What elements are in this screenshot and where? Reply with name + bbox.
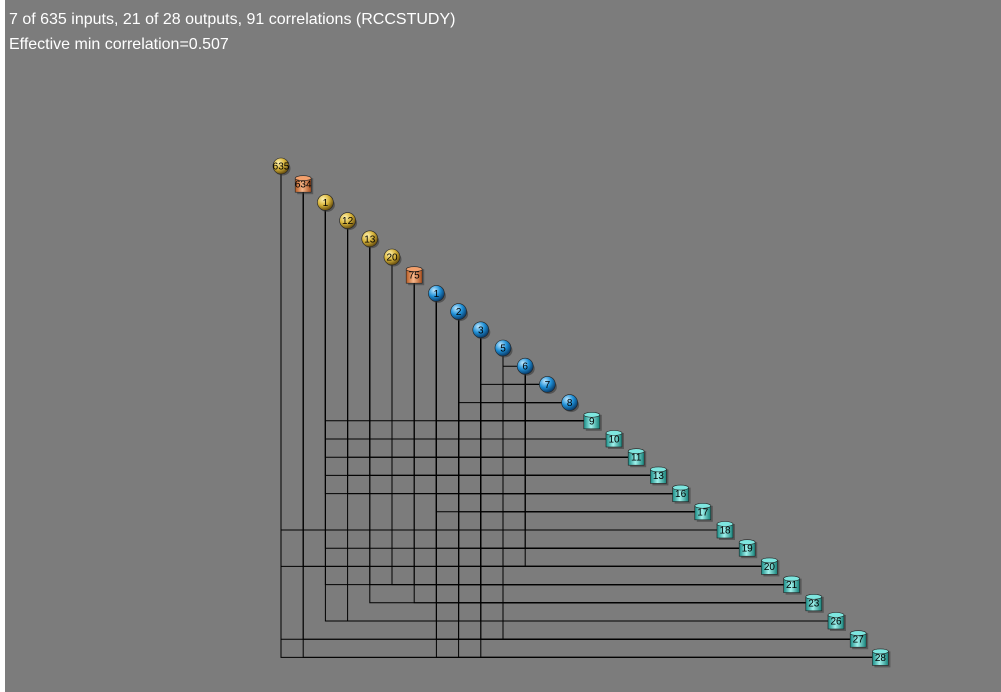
node-label: 10 [608, 435, 620, 446]
output-node-23[interactable]: 23 [805, 593, 824, 613]
input-node-13[interactable]: 13 [361, 230, 380, 249]
variable-nodes: 6356341121320751235678910111316171819202… [272, 157, 891, 668]
cylinder-top [783, 575, 800, 582]
input-node-635[interactable]: 635 [272, 157, 291, 176]
node-label: 5 [500, 344, 506, 355]
correlation-link [502, 348, 570, 404]
node-label: 26 [830, 617, 842, 628]
output-node-16[interactable]: 16 [672, 484, 691, 504]
input-node-75[interactable]: 75 [405, 266, 425, 286]
cylinder-top [805, 593, 823, 600]
output-node-5[interactable]: 5 [494, 339, 513, 358]
summary-line: 7 of 635 inputs, 21 of 28 outputs, 91 co… [9, 11, 456, 28]
sphere-icon [561, 394, 578, 411]
cylinder-top [605, 430, 623, 436]
output-node-28[interactable]: 28 [872, 648, 891, 668]
cylinder-top [716, 521, 734, 527]
input-node-1[interactable]: 1 [317, 194, 335, 212]
node-label: 1 [323, 198, 329, 209]
cylinder-top [872, 648, 889, 655]
sphere-icon [472, 321, 490, 339]
sphere-icon [361, 230, 379, 248]
sphere-icon [539, 376, 556, 393]
cylinder-top [583, 411, 601, 418]
cylinder-top [650, 466, 667, 473]
output-node-13[interactable]: 13 [650, 466, 669, 486]
correlation-link [524, 366, 592, 422]
sphere-icon [494, 339, 512, 357]
node-label: 6 [522, 362, 528, 373]
cylinder-top [672, 484, 689, 491]
output-node-11[interactable]: 11 [627, 448, 647, 468]
output-node-2[interactable]: 2 [450, 303, 469, 322]
correlation-link [324, 202, 836, 622]
node-label: 13 [364, 234, 376, 245]
output-node-20[interactable]: 20 [761, 557, 780, 577]
node-label: 23 [808, 598, 820, 609]
output-node-8[interactable]: 8 [561, 394, 580, 413]
sphere-icon [516, 357, 534, 375]
output-node-21[interactable]: 21 [783, 575, 802, 595]
sphere-icon [339, 212, 356, 229]
output-node-1[interactable]: 1 [428, 285, 446, 303]
correlation-link [480, 329, 548, 385]
output-node-3[interactable]: 3 [472, 321, 491, 340]
output-node-17[interactable]: 17 [694, 502, 713, 522]
node-label: 635 [273, 162, 290, 173]
node-label: 1 [434, 289, 440, 300]
node-label: 20 [386, 253, 398, 264]
output-node-26[interactable]: 26 [827, 612, 846, 632]
sphere-icon [428, 285, 445, 302]
sphere-icon [450, 303, 467, 320]
output-node-6[interactable]: 6 [516, 357, 535, 376]
node-label: 75 [409, 271, 421, 282]
cylinder-top [827, 612, 845, 618]
sphere-icon [272, 157, 290, 175]
output-node-10[interactable]: 10 [605, 430, 624, 450]
correlation-link [480, 329, 881, 658]
cylinder-top [761, 557, 778, 564]
node-label: 634 [295, 180, 312, 191]
cylinder-top [694, 502, 712, 509]
output-node-18[interactable]: 18 [716, 521, 735, 541]
sphere-icon [383, 248, 401, 266]
output-node-7[interactable]: 7 [539, 376, 557, 394]
node-label: 11 [631, 453, 642, 464]
cylinder-top [849, 630, 867, 637]
node-label: 20 [764, 562, 776, 573]
node-label: 28 [875, 653, 887, 664]
node-label: 16 [675, 489, 687, 500]
node-label: 2 [456, 307, 462, 318]
cylinder-top [294, 175, 312, 181]
node-label: 7 [545, 380, 551, 391]
cylinder-top [627, 448, 645, 455]
cylinder-top [738, 539, 756, 546]
input-node-12[interactable]: 12 [339, 212, 358, 231]
input-node-634[interactable]: 634 [294, 175, 314, 195]
input-node-20[interactable]: 20 [383, 248, 402, 267]
sphere-icon [317, 194, 334, 211]
node-label: 8 [567, 398, 573, 409]
node-label: 9 [589, 416, 595, 427]
node-label: 3 [478, 325, 484, 336]
output-node-27[interactable]: 27 [849, 630, 869, 650]
min-correlation-line: Effective min correlation=0.507 [9, 36, 229, 53]
node-label: 17 [697, 507, 709, 518]
output-node-9[interactable]: 9 [583, 411, 602, 431]
correlation-links [280, 166, 881, 658]
correlation-link [524, 366, 770, 567]
correlation-link [502, 348, 859, 640]
node-label: 21 [786, 580, 798, 591]
output-node-19[interactable]: 19 [738, 539, 758, 559]
node-label: 27 [853, 635, 865, 646]
node-label: 13 [653, 471, 665, 482]
node-label: 18 [719, 526, 731, 537]
node-label: 19 [742, 544, 754, 555]
cylinder-top [405, 266, 423, 273]
node-label: 12 [342, 216, 354, 227]
